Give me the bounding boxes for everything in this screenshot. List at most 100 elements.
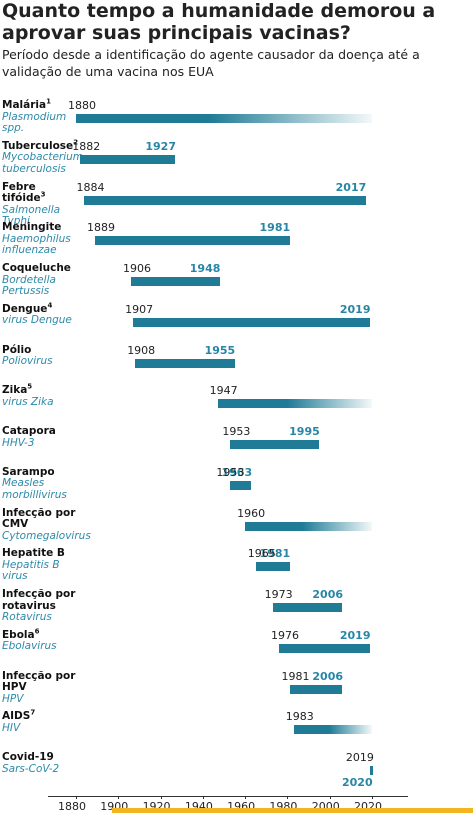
- bar: [133, 317, 370, 327]
- row-label: Zika5 virus Zika: [2, 382, 76, 408]
- start-year-label: 1976: [270, 628, 299, 642]
- disease-name-text: Coqueluche: [2, 262, 71, 274]
- x-tick: [329, 796, 331, 799]
- disease-name-text: Zika: [2, 384, 28, 397]
- chart-title: Quanto tempo a humanidade demorou a apro…: [2, 0, 436, 44]
- start-year-label: 1953: [222, 425, 251, 438]
- disease-name: AIDS7: [2, 709, 76, 723]
- footnote-mark: 6: [34, 627, 40, 636]
- end-year-label: 1927: [145, 139, 176, 153]
- end-year-label: 1981: [259, 547, 291, 561]
- start-year-label: 1973: [264, 588, 293, 601]
- disease-name: Pólio: [2, 343, 76, 357]
- pathogen: Mycobacterium tuberculosis: [2, 151, 84, 175]
- bar: [135, 358, 235, 368]
- start-year-label: 1965: [247, 547, 276, 561]
- chart-subtitle: Período desde a identificação do agente …: [2, 47, 420, 79]
- bar: [230, 480, 252, 490]
- pathogen: Poliovirus: [2, 355, 53, 367]
- row-label: Covid-19 Sars-CoV-2: [2, 751, 76, 775]
- row-label: Febre tifóide3 Salmonella Typhi: [2, 181, 76, 228]
- disease-name: Infecção por rotavirus: [2, 588, 76, 612]
- pathogen: Rotavirus: [2, 611, 52, 623]
- disease-name-text: Tuberculose: [2, 139, 74, 152]
- start-year-label: 1889: [87, 221, 116, 235]
- start-year-label: 1906: [122, 262, 151, 275]
- end-year-label: 2019: [339, 628, 371, 642]
- start-year-label: 1960: [237, 506, 266, 520]
- disease-name-text: Hepatite B: [2, 547, 65, 560]
- bar: [289, 684, 343, 694]
- disease-name: Dengue4: [2, 301, 76, 316]
- disease-name-text: Dengue: [2, 302, 48, 315]
- disease-name: Tuberculose2: [2, 138, 79, 153]
- x-tick: [245, 796, 247, 799]
- pathogen: Cytomegalovirus: [2, 529, 91, 542]
- bar-ongoing: [245, 521, 372, 531]
- pathogen: Sars-CoV-2: [2, 762, 60, 775]
- pathogen: Measles morbillivirus: [2, 477, 67, 501]
- row-label: Catapora HHV-3: [2, 425, 76, 449]
- footnote-mark: 3: [40, 190, 46, 199]
- row-label: Infecção por CMV Cytomegalovirus: [2, 507, 91, 543]
- x-axis-line: [48, 796, 408, 797]
- disease-name: Hepatite B: [2, 548, 76, 560]
- row-label: Coqueluche Bordetella Pertussis: [2, 262, 76, 298]
- row-label: Sarampo Measles morbillivirus: [2, 466, 76, 502]
- disease-name-text: Malária: [2, 99, 47, 111]
- disease-name-text: AIDS: [2, 710, 31, 723]
- end-year-label: 1955: [204, 343, 236, 357]
- start-year-label: 1953: [216, 465, 245, 479]
- pathogen: Hepatitis B virus: [2, 558, 60, 583]
- pathogen: HPV: [2, 692, 24, 705]
- row-label: Meningite Haemophilus influenzae: [2, 222, 76, 257]
- disease-name: Catapora: [2, 425, 76, 438]
- row-label: Infecção por HPV HPV: [2, 670, 76, 706]
- bar: [95, 236, 290, 246]
- row-label: Hepatite B Hepatitis B virus: [2, 548, 76, 583]
- disease-name: Meningite: [2, 222, 76, 234]
- start-year-label: 1882: [72, 139, 101, 153]
- end-year-label: 2017: [335, 180, 367, 194]
- disease-name-text: Covid-19: [2, 751, 54, 763]
- end-year-label: 1948: [189, 262, 221, 275]
- footnote-mark: 5: [27, 382, 33, 391]
- bar-ongoing: [217, 399, 372, 409]
- pathogen: Plasmodium spp.: [2, 110, 67, 134]
- start-year-label: 1947: [209, 384, 238, 398]
- start-year-label: 1908: [127, 343, 156, 357]
- start-year-label: 1907: [125, 302, 154, 316]
- footnote-mark: 4: [47, 301, 53, 310]
- start-year-label: 1880: [68, 99, 96, 112]
- row-label: Infecção por rotavirus Rotavirus: [2, 588, 76, 624]
- end-year-label: 2006: [312, 588, 344, 601]
- row-label: Ebola6 Ebolavirus: [2, 627, 76, 653]
- end-year-label: 1963: [221, 465, 253, 479]
- start-year-label: 2019: [345, 751, 374, 764]
- pathogen: Bordetella Pertussis: [2, 273, 56, 297]
- row-label: Dengue4 virus Dengue: [2, 301, 76, 327]
- disease-name: Ebola6: [2, 627, 76, 642]
- pathogen: Ebolavirus: [2, 640, 57, 653]
- x-tick: [202, 796, 204, 799]
- disease-name-text: Pólio: [2, 343, 32, 356]
- x-tick-label: 1880: [58, 800, 86, 813]
- footnote-mark: 2: [73, 138, 79, 147]
- bar: [130, 277, 220, 286]
- end-year-label: 1981: [259, 221, 291, 235]
- end-year-label: 2006: [312, 669, 344, 683]
- row-label: AIDS7 HIV: [2, 709, 76, 734]
- pathogen: Salmonella Typhi: [2, 203, 61, 227]
- footnote-mark: 1: [46, 97, 51, 106]
- disease-name: Febre tifóide3: [2, 181, 76, 205]
- disease-name: Malária1: [2, 97, 76, 112]
- bar: [272, 603, 343, 612]
- pathogen: HIV: [2, 721, 21, 734]
- x-tick: [287, 796, 289, 799]
- pathogen: virus Zika: [2, 395, 54, 408]
- disease-name: Infecção por HPV: [2, 670, 76, 694]
- disease-name: Covid-19: [2, 751, 76, 764]
- bar: [278, 643, 370, 653]
- footer-strip: [112, 808, 473, 813]
